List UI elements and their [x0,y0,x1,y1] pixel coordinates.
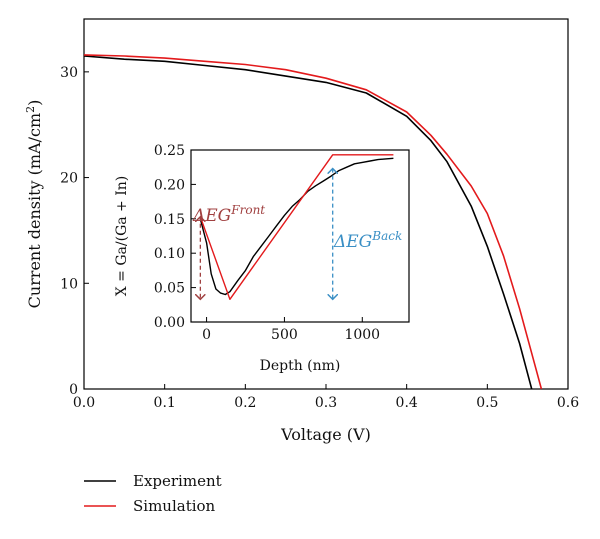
inset-y-tick-label: 0.10 [154,246,185,262]
main-y-tick-label: 20 [60,171,78,187]
main-x-tick-label: 0.4 [396,395,418,411]
inset-y-tick-label: 0.00 [154,315,185,331]
inset-series-simulation [199,154,394,300]
inset-x-tick-label: 1000 [344,327,380,343]
inset-annotations: ΔEGFront ΔEGBack [192,169,402,300]
delta-eg-label-back: ΔEGBack [333,229,402,252]
main-x-axis-label: Voltage (V) [280,425,371,444]
inset-y-tick-label: 0.20 [154,177,185,193]
main-series-simulation [83,54,543,390]
inset-y-axis-label: X = Ga/(Ga + In) [114,176,130,296]
main-x-tick-label: 0.1 [154,395,176,411]
main-y-tick-label: 30 [60,65,78,81]
main-x-tick-label: 0.6 [557,395,579,411]
inset-ticks: 0 500 1000 0.00 0.05 0.10 0.15 0.20 0.25 [154,143,380,343]
inset-x-tick-label: 500 [271,327,298,343]
inset-series-group [199,154,394,300]
main-ticks: 0.0 0.1 0.2 0.3 0.4 0.5 0.6 0 10 20 30 [60,65,579,411]
main-x-tick-label: 0.2 [234,395,256,411]
inset-y-tick-label: 0.15 [154,212,185,228]
legend: Experiment Simulation [84,472,222,515]
inset-x-axis-label: Depth (nm) [260,358,341,374]
main-y-tick-label: 0 [69,382,78,398]
inset-y-tick-label: 0.25 [154,143,185,159]
delta-eg-label-front: ΔEGFront [192,203,265,226]
main-x-tick-label: 0.5 [476,395,498,411]
main-series-group [83,54,543,390]
main-x-tick-label: 0.0 [73,395,95,411]
inset-x-tick-label: 0 [202,327,211,343]
main-y-tick-label: 10 [60,276,78,292]
legend-label-simulation: Simulation [133,497,216,515]
legend-label-experiment: Experiment [133,472,222,490]
inset-y-tick-label: 0.05 [154,281,185,297]
main-series-experiment [83,55,533,390]
main-y-axis-label: Current density (mA/cm2) [24,100,45,309]
main-x-tick-label: 0.3 [315,395,337,411]
inset-series-experiment [199,157,394,296]
